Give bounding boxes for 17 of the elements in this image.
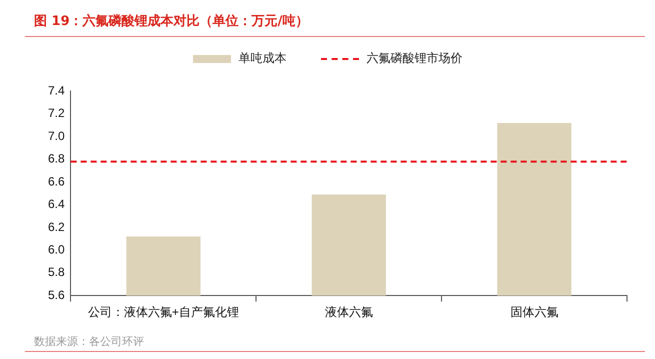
- x-tick-label: 液体六氟: [324, 305, 373, 320]
- y-tick-label: 6.6: [48, 174, 65, 188]
- legend-label: 六氟磷酸锂市场价: [366, 50, 462, 67]
- legend-label: 单吨成本: [238, 50, 286, 67]
- y-tick-label: 7.4: [48, 84, 65, 98]
- chart-title: 图 19：六氟磷酸锂成本对比（单位：万元/吨）: [34, 12, 308, 30]
- y-tick-label: 6.4: [48, 197, 65, 212]
- y-tick-label: 6.0: [48, 242, 65, 256]
- x-tick-label: 公司：液体六氟+自产氟化锂: [88, 305, 239, 320]
- y-tick-label: 5.6: [48, 288, 65, 302]
- y-tick-label: 7.2: [48, 106, 65, 120]
- y-tick-label: 5.8: [48, 265, 65, 280]
- y-tick-label: 7.0: [48, 128, 65, 143]
- source-note: 数据来源：各公司环评: [34, 334, 144, 349]
- x-tick-label: 固体六氟: [510, 305, 558, 320]
- y-tick-label: 6.8: [48, 152, 65, 166]
- y-tick-label: 6.2: [48, 220, 65, 234]
